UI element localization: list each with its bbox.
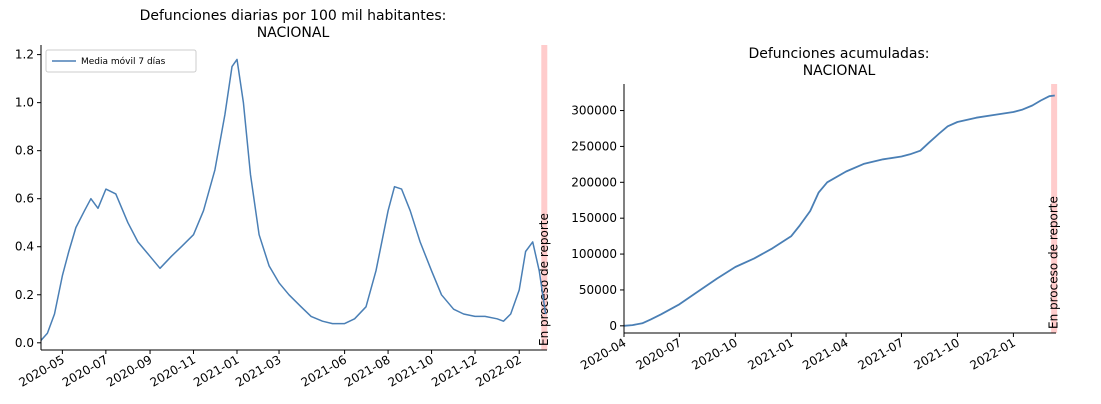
reporting-band-label: En proceso de reporte (537, 213, 551, 346)
x-tick-label: 2021-07 (856, 335, 906, 372)
y-tick-label: 0.2 (15, 288, 34, 302)
x-tick-label: 2020-04 (578, 335, 628, 372)
x-tick-label: 2020-05 (16, 352, 66, 389)
series-line (40, 58, 547, 341)
y-tick-label: 250000 (571, 139, 617, 153)
x-tick-label: 2021-01 (745, 335, 795, 372)
x-tick-label: 2022-02 (473, 352, 523, 389)
reporting-band (541, 45, 548, 350)
y-tick-label: 0.0 (15, 336, 34, 350)
x-tick-label: 2021-10 (386, 352, 436, 389)
x-tick-label: 2021-01 (191, 352, 241, 389)
chart-1-title: Defunciones diarias por 100 mil habitant… (140, 8, 447, 24)
y-tick-label: 0.6 (15, 192, 34, 206)
y-tick-label: 300000 (571, 104, 617, 118)
x-tick-label: 2021-08 (342, 352, 392, 389)
legend-entry-label: Media móvil 7 días (81, 56, 166, 67)
chart-1-legend: Media móvil 7 días (45, 49, 197, 73)
y-tick-label: 1.2 (15, 48, 34, 62)
y-tick-label: 200000 (571, 175, 617, 189)
x-tick-label: 2022-01 (967, 335, 1017, 372)
x-tick-label: 2020-07 (60, 352, 110, 389)
chart-daily-deaths: Defunciones diarias por 100 mil habitant… (15, 8, 551, 390)
chart-cumulative-deaths: Defunciones acumuladas: NACIONAL En proc… (571, 46, 1060, 373)
x-tick-label: 2021-12 (429, 352, 479, 389)
x-tick-label: 2020-07 (633, 335, 683, 372)
y-tick-label: 0 (609, 319, 617, 333)
x-tick-label: 2021-03 (233, 352, 283, 389)
y-tick-label: 100000 (571, 247, 617, 261)
y-tick-label: 150000 (571, 211, 617, 225)
y-tick-label: 0.4 (15, 240, 34, 254)
x-tick-label: 2020-10 (689, 335, 739, 372)
chart-1-subtitle: NACIONAL (257, 25, 330, 41)
y-tick-label: 50000 (579, 283, 617, 297)
reporting-band (1051, 84, 1058, 333)
x-tick-label: 2021-06 (299, 352, 349, 389)
x-tick-label: 2020-09 (104, 352, 154, 389)
y-tick-label: 1.0 (15, 96, 34, 110)
series-line (623, 94, 1055, 327)
chart-2-subtitle: NACIONAL (803, 63, 876, 79)
reporting-band-label: En proceso de reporte (1047, 196, 1061, 329)
x-tick-label: 2020-11 (148, 352, 198, 389)
x-tick-label: 2021-10 (912, 335, 962, 372)
legend-box (45, 49, 197, 73)
y-tick-label: 0.8 (15, 144, 34, 158)
x-tick-label: 2021-04 (800, 335, 850, 372)
chart-2-title: Defunciones acumuladas: (748, 46, 929, 62)
